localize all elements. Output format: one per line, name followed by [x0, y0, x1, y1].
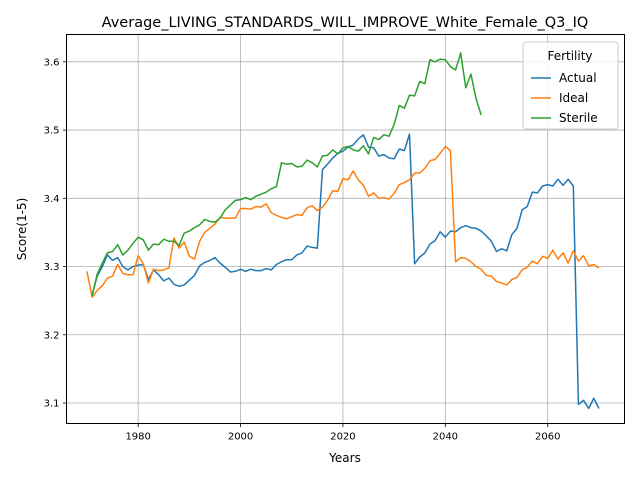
series-line-ideal	[86, 145, 600, 298]
y-axis-label: Score(1-5)	[15, 198, 29, 261]
x-tick-label: 2060	[535, 432, 560, 443]
series-line-actual	[91, 133, 600, 410]
series-lines	[86, 52, 600, 410]
x-axis-label: Years	[328, 451, 361, 465]
legend-entries: Actual Ideal Sterile	[531, 71, 598, 125]
grid	[66, 34, 625, 424]
x-tick-label: 2000	[228, 432, 253, 443]
y-tick-label: 3.4	[44, 194, 60, 205]
legend-title: Fertility	[547, 49, 592, 63]
legend-label: Actual	[559, 71, 597, 85]
legend-entry-sterile: Sterile	[531, 111, 598, 125]
legend-entry-ideal: Ideal	[531, 91, 588, 105]
y-axis-ticks: 3.1 3.2 3.3 3.4 3.5 3.6	[44, 57, 67, 410]
x-tick-label: 1980	[125, 432, 150, 443]
x-axis-ticks: 1980 2000 2020 2040 2060	[125, 423, 560, 443]
legend-label: Sterile	[559, 111, 598, 125]
y-tick-label: 3.5	[44, 126, 60, 137]
legend-box	[522, 41, 619, 130]
legend-entry-actual: Actual	[531, 71, 597, 85]
y-tick-label: 3.6	[44, 57, 60, 68]
y-tick-label: 3.2	[44, 330, 60, 341]
x-tick-label: 2040	[433, 432, 458, 443]
chart-title: Average_LIVING_STANDARDS_WILL_IMPROVE_Wh…	[102, 15, 589, 31]
x-tick-label: 2020	[330, 432, 355, 443]
y-tick-label: 3.1	[44, 399, 60, 410]
plot-frame	[66, 34, 625, 424]
y-tick-label: 3.3	[44, 262, 60, 273]
legend: Fertility Actual Ideal Sterile	[522, 41, 619, 130]
legend-label: Ideal	[559, 91, 588, 105]
series-line-sterile	[91, 52, 482, 297]
